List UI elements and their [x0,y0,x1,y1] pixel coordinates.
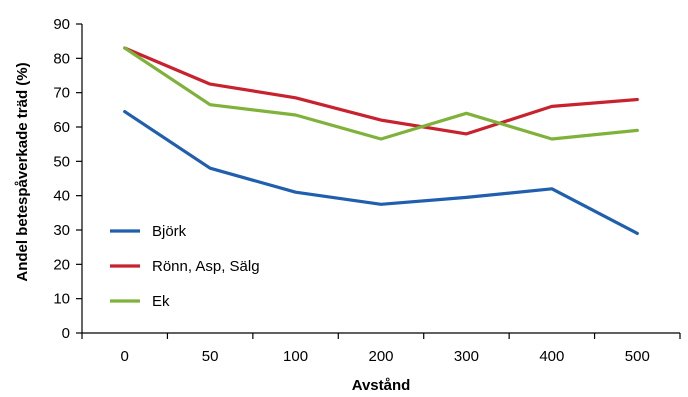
y-tick-label: 50 [53,153,70,170]
x-tick-label: 500 [625,348,650,365]
legend-label: Rönn, Asp, Sälg [152,258,260,275]
y-tick-label: 70 [53,85,70,102]
y-tick-label: 80 [53,50,70,67]
x-axis-title: Avstånd [352,377,411,394]
x-tick-label: 200 [368,348,393,365]
y-axis: 0 10 20 30 40 50 60 70 80 90 [53,16,83,342]
series-line-ek [123,46,639,141]
y-tick-label: 60 [53,119,70,136]
y-tick-label: 20 [53,256,70,273]
x-axis: 0 50 100 200 300 400 500 [81,332,681,365]
x-tick-label: 300 [454,348,479,365]
y-tick-label: 30 [53,222,70,239]
x-tick-label: 0 [121,348,129,365]
legend-label: Björk [152,223,187,240]
y-tick-label: 40 [53,188,70,205]
y-tick-label: 10 [53,291,70,308]
x-tick-label: 400 [539,348,564,365]
x-tick-label: 50 [202,348,219,365]
x-tick-label: 100 [283,348,308,365]
y-axis-title: Andel betespåverkade träd (%) [14,62,31,281]
y-tick-label: 90 [53,16,70,33]
series-line-r-nn-asp-s-lg [123,46,639,136]
y-tick-label: 0 [62,325,70,342]
legend: Björk Rönn, Asp, Sälg Ek [110,223,260,310]
series-line-bj-rk [123,109,639,235]
series-lines [123,46,639,235]
legend-label: Ek [152,293,170,310]
